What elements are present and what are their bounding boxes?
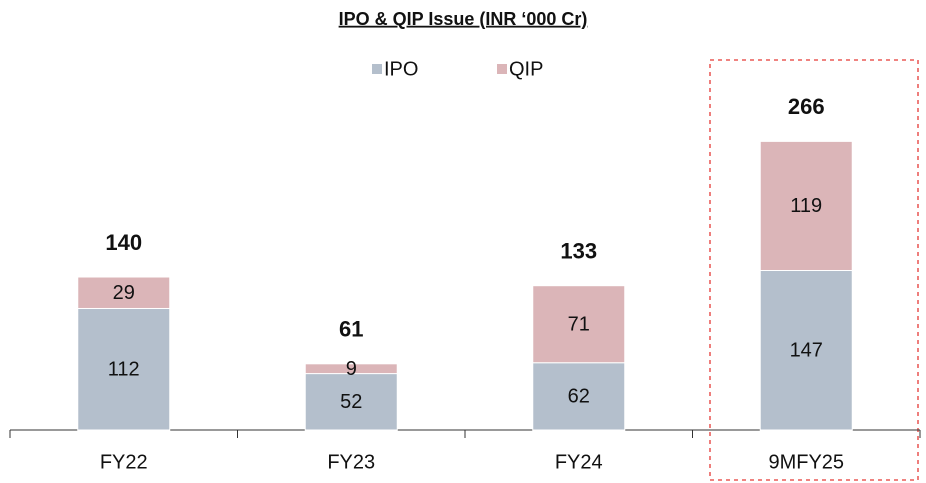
highlight-box: [709, 59, 919, 481]
x-tick-label: FY23: [327, 451, 375, 473]
value-label: 9: [346, 358, 357, 380]
bar-segment: [759, 140, 853, 272]
bar-segment: [532, 362, 626, 431]
bar-segment: [304, 373, 398, 431]
bar-segment: [532, 285, 626, 364]
value-label: 71: [568, 313, 590, 335]
bar-segment: [77, 276, 171, 309]
chart-title: IPO & QIP Issue (INR ‘000 Cr): [339, 9, 588, 29]
legend-label: QIP: [509, 58, 543, 80]
value-label: 52: [340, 391, 362, 413]
legend-swatch: [372, 64, 382, 74]
value-label: 147: [790, 340, 823, 362]
x-tick-label: FY24: [555, 451, 603, 473]
total-label: 140: [105, 230, 142, 255]
value-label: 112: [108, 359, 140, 381]
legend-swatch: [497, 64, 507, 74]
x-tick-label: 9MFY25: [768, 451, 844, 473]
value-label: 119: [790, 195, 822, 217]
bar-segment: [759, 270, 853, 431]
value-label: 29: [113, 282, 135, 304]
bar-segment: [77, 307, 171, 431]
value-label: 62: [568, 386, 590, 408]
total-label: 266: [788, 94, 825, 119]
total-label: 133: [560, 239, 597, 264]
legend-label: IPO: [384, 58, 418, 80]
total-label: 61: [339, 317, 363, 342]
x-tick-label: FY22: [100, 451, 148, 473]
bar-segment: [304, 363, 398, 375]
